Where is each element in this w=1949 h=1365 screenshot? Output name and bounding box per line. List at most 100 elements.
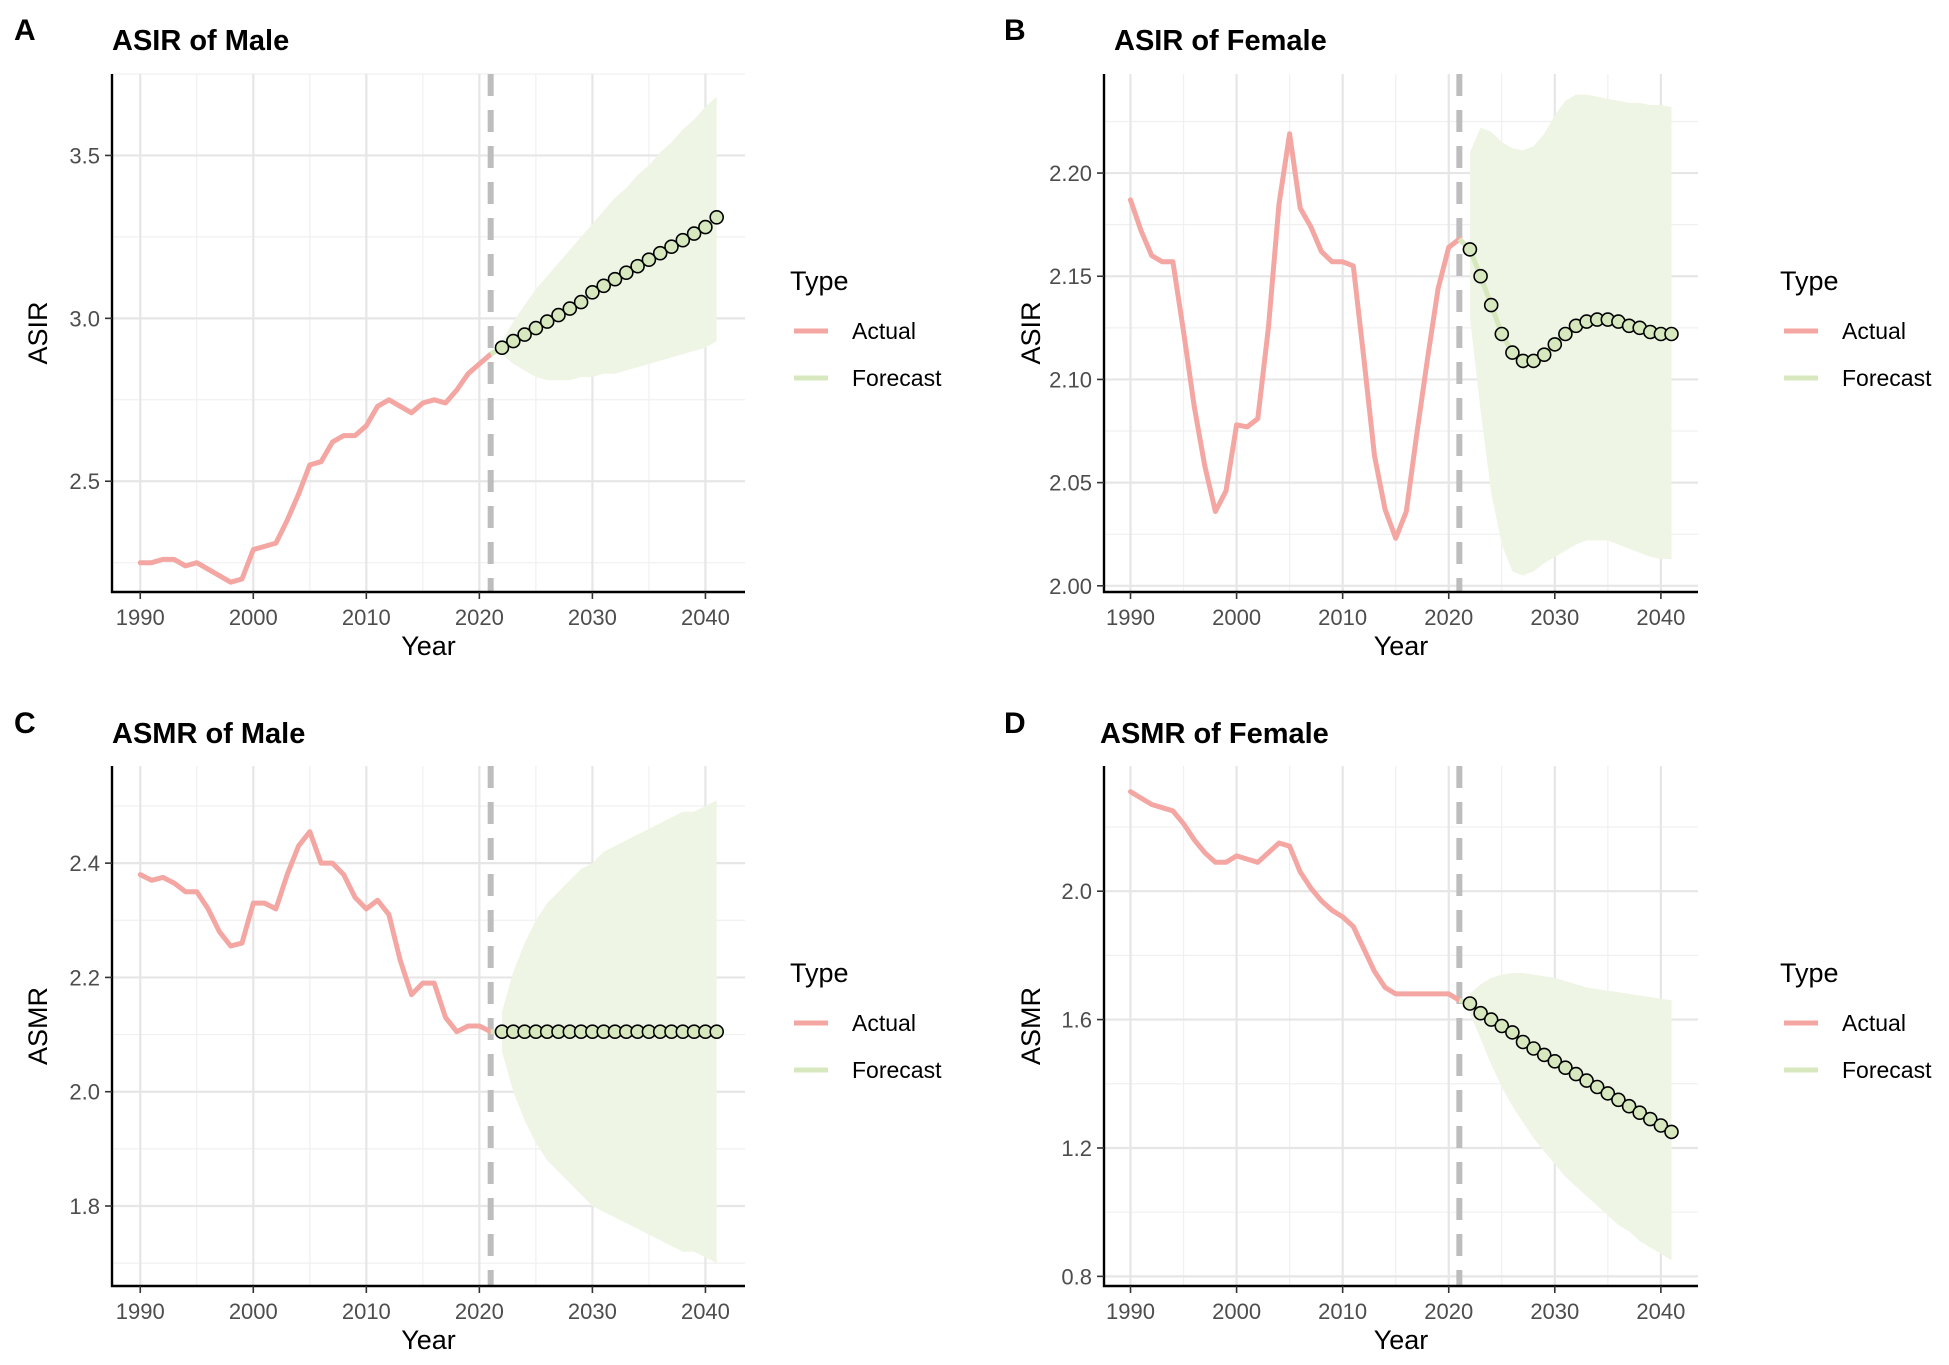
x-tick-label: 2030 xyxy=(1530,1299,1579,1324)
forecast-point xyxy=(1483,1012,1499,1027)
forecast-point xyxy=(1536,1047,1552,1063)
legend-label-forecast: Forecast xyxy=(1842,365,1932,391)
y-tick-label: 3.0 xyxy=(69,306,100,331)
forecast-point xyxy=(1462,242,1478,257)
x-tick-label: 1990 xyxy=(116,1299,165,1324)
y-axis: 2.00 2.05 2.10 2.15 2.20 ASIR xyxy=(1016,161,1104,599)
forecast-point xyxy=(686,226,702,241)
forecast-point xyxy=(1579,1073,1594,1088)
legend-title: Type xyxy=(1780,958,1839,988)
x-tick-label: 2000 xyxy=(229,1299,278,1324)
x-tick-label: 1990 xyxy=(1106,1299,1155,1324)
forecast-point xyxy=(517,327,532,342)
forecast-point xyxy=(1526,1041,1541,1056)
x-axis-title: Year xyxy=(1374,1325,1429,1355)
forecast-point xyxy=(1643,1111,1658,1127)
series-line-actual xyxy=(137,829,494,1035)
forecast-point xyxy=(1621,1098,1637,1114)
y-axis: 1.8 2.0 2.2 2.4 ASMR xyxy=(23,851,112,1219)
forecast-point xyxy=(1462,996,1478,1011)
x-axis: 1990 2000 2010 2020 2030 2040 Year xyxy=(1106,1286,1685,1355)
legend-label-forecast: Forecast xyxy=(852,365,942,391)
chart-panel-a: 1990 2000 2010 2020 2030 2040 Year 2.5 3.0 3.5 ASI… xyxy=(14,14,942,661)
y-tick-label: 3.5 xyxy=(69,143,100,168)
series-line-actual xyxy=(1128,789,1462,1003)
forecast-point xyxy=(618,265,634,281)
y-axis-title: ASIR xyxy=(23,301,53,364)
y-tick-label: 2.05 xyxy=(1049,471,1092,496)
y-axis-title: ASMR xyxy=(23,987,53,1065)
x-tick-label: 2000 xyxy=(1212,1299,1261,1324)
x-tick-label: 1990 xyxy=(116,605,165,630)
y-tick-label: 2.2 xyxy=(69,965,100,990)
x-tick-label: 2030 xyxy=(568,605,617,630)
y-tick-label: 1.2 xyxy=(1061,1136,1092,1161)
forecast-point xyxy=(630,258,645,274)
forecast-point xyxy=(1483,297,1499,313)
x-tick-label: 1990 xyxy=(1106,605,1155,630)
forecast-point xyxy=(551,307,566,323)
y-tick-label: 2.15 xyxy=(1049,264,1092,289)
forecast-point xyxy=(1494,326,1510,342)
panel-title: ASIR of Female xyxy=(1114,25,1327,57)
legend-title: Type xyxy=(790,266,849,296)
x-tick-label: 2010 xyxy=(1318,1299,1367,1324)
y-tick-label: 1.8 xyxy=(69,1194,100,1219)
y-tick-label: 2.00 xyxy=(1049,574,1092,599)
x-tick-label: 2030 xyxy=(568,1299,617,1324)
forecast-point xyxy=(1600,1086,1616,1101)
forecast-point xyxy=(528,320,544,336)
forecast-point xyxy=(1505,1025,1520,1040)
forecast-point xyxy=(698,219,713,235)
y-axis: 2.5 3.0 3.5 ASIR xyxy=(23,143,112,494)
forecast-point xyxy=(1664,1124,1679,1140)
x-axis: 1990 2000 2010 2020 2030 2040 Year xyxy=(116,1286,730,1355)
x-tick-label: 2030 xyxy=(1530,605,1579,630)
x-tick-label: 2010 xyxy=(342,605,391,630)
legend-label-actual: Actual xyxy=(1842,1010,1906,1036)
axis-lines xyxy=(110,74,745,594)
forecast-point xyxy=(1473,268,1488,284)
x-tick-label: 2010 xyxy=(1318,605,1367,630)
legend-label-actual: Actual xyxy=(852,1010,916,1036)
series-line-actual xyxy=(137,351,494,585)
forecast-point xyxy=(1494,1018,1510,1034)
forecast-point xyxy=(1547,337,1563,352)
chart-panel-b: 1990 2000 2010 2020 2030 2040 Year 2.00 2.05 2.10… xyxy=(1004,14,1932,661)
forecast-point xyxy=(1653,1118,1669,1133)
forecast-point xyxy=(1568,1066,1584,1082)
forecast-point xyxy=(494,340,510,356)
panel-title: ASIR of Male xyxy=(112,25,289,57)
chart-panel-d: 1990 2000 2010 2020 2030 2040 Year 0.8 1.2 1.6 2.0… xyxy=(1004,707,1932,1355)
x-tick-label: 2020 xyxy=(455,605,504,630)
forecast-point xyxy=(596,278,612,294)
forecast-point xyxy=(562,301,578,316)
forecast-point xyxy=(1526,353,1541,369)
forecast-point xyxy=(1589,1079,1605,1095)
forecast-point xyxy=(539,314,555,329)
forecast-point xyxy=(1473,1005,1488,1021)
panel-letter: C xyxy=(14,707,36,740)
y-tick-label: 2.5 xyxy=(69,469,100,494)
y-tick-label: 2.0 xyxy=(69,1080,100,1105)
forecast-point xyxy=(675,232,691,248)
forecast-point xyxy=(1536,347,1552,363)
y-tick-label: 1.6 xyxy=(1061,1008,1092,1033)
x-tick-label: 2000 xyxy=(1212,605,1261,630)
x-axis: 1990 2000 2010 2020 2030 2040 Year xyxy=(1106,592,1685,661)
panel-letter: B xyxy=(1004,14,1026,47)
axis-lines xyxy=(1102,766,1698,1288)
forecast-markers xyxy=(494,1024,725,1039)
y-axis-title: ASMR xyxy=(1016,987,1046,1065)
y-tick-label: 2.10 xyxy=(1049,367,1092,392)
forecast-point xyxy=(1558,1060,1573,1075)
forecast-point xyxy=(709,1024,725,1039)
panel-title: ASMR of Female xyxy=(1100,718,1329,750)
forecast-markers xyxy=(494,210,725,356)
forecast-point xyxy=(1664,326,1679,342)
chart-panel-c: 1990 2000 2010 2020 2030 2040 Year 1.8 2.0 2.2 2.4… xyxy=(14,707,942,1355)
x-axis-title: Year xyxy=(1374,631,1429,661)
